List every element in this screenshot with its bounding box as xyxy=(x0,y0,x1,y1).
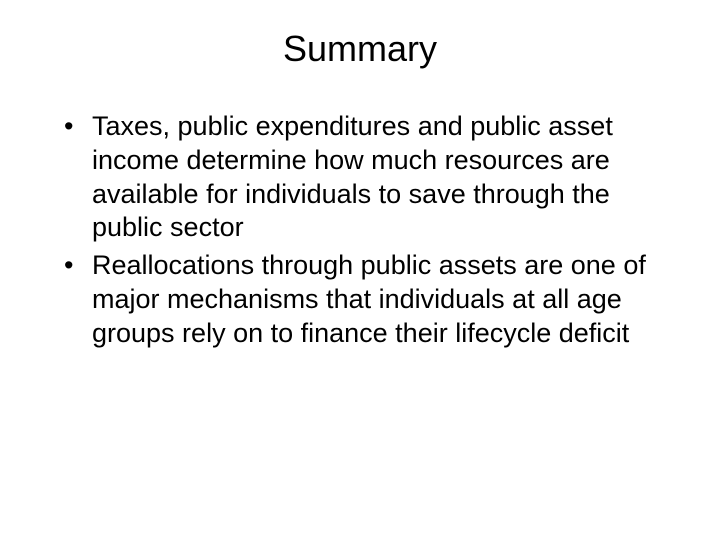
slide: Summary Taxes, public expenditures and p… xyxy=(0,0,720,540)
slide-title: Summary xyxy=(40,28,680,70)
bullet-list: Taxes, public expenditures and public as… xyxy=(40,110,680,350)
list-item: Reallocations through public assets are … xyxy=(64,249,670,350)
list-item: Taxes, public expenditures and public as… xyxy=(64,110,670,245)
